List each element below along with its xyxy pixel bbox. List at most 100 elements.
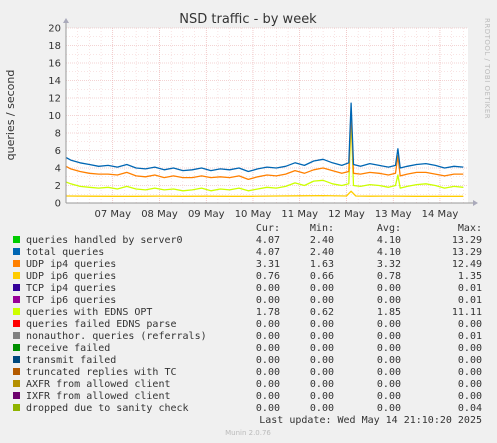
legend-value-cur: 0.00 xyxy=(256,295,280,306)
legend-value-cur: 0.00 xyxy=(256,367,280,378)
legend-value-max: 0.00 xyxy=(458,367,482,378)
legend-value-min: 0.00 xyxy=(310,367,334,378)
legend-swatch xyxy=(13,320,20,327)
y-tick-label: 12 xyxy=(48,94,61,105)
legend-label: UDP ip6 queries xyxy=(26,271,116,282)
legend-value-cur: 0.00 xyxy=(256,403,280,414)
x-tick-label: 09 May xyxy=(188,209,225,220)
legend-value-cur: 0.00 xyxy=(256,391,280,402)
legend-value-cur: 1.78 xyxy=(256,307,280,318)
legend-swatch xyxy=(13,248,20,255)
legend-value-min: 0.00 xyxy=(310,331,334,342)
legend-label: transmit failed xyxy=(26,355,116,366)
legend-value-max: 13.29 xyxy=(452,235,482,246)
legend-swatch xyxy=(13,272,20,279)
legend-value-avg: 0.00 xyxy=(377,283,401,294)
legend-value-cur: 4.07 xyxy=(256,247,280,258)
legend-value-avg: 0.00 xyxy=(377,295,401,306)
legend-swatch xyxy=(13,284,20,291)
legend-label: queries handled by server0 xyxy=(26,235,183,246)
legend-label: queries with EDNS OPT xyxy=(26,307,152,318)
y-tick-label: 16 xyxy=(48,59,61,70)
grid xyxy=(66,27,468,203)
legend-value-cur: 4.07 xyxy=(256,235,280,246)
legend-value-cur: 3.31 xyxy=(256,259,280,270)
y-tick-label: 4 xyxy=(55,164,61,175)
legend-swatch xyxy=(13,344,20,351)
legend-label: queries failed EDNS parse xyxy=(26,319,177,330)
legend-header-max: Max: xyxy=(458,223,482,234)
rrdtool-watermark: RRDTOOL / TOBI OETIKER xyxy=(483,18,491,119)
legend-swatch xyxy=(13,296,20,303)
y-tick-label: 0 xyxy=(55,199,61,210)
legend-header-min: Min: xyxy=(310,223,334,234)
legend-value-max: 0.00 xyxy=(458,319,482,330)
legend-value-cur: 0.00 xyxy=(256,343,280,354)
y-tick-label: 18 xyxy=(48,41,61,52)
legend-value-avg: 1.85 xyxy=(377,307,401,318)
legend-value-avg: 0.78 xyxy=(377,271,401,282)
legend-value-avg: 4.10 xyxy=(377,247,401,258)
legend-value-max: 0.00 xyxy=(458,391,482,402)
legend-value-min: 0.66 xyxy=(310,271,334,282)
axes: 0 2 4 6 8 10 12 14 16 18 20 07 May 08 May 09 May 10 Ma… xyxy=(48,18,478,220)
legend-header-avg: Avg: xyxy=(377,223,401,234)
munin-version: Munin 2.0.76 xyxy=(225,429,271,437)
y-axis-arrow-icon xyxy=(63,18,69,23)
legend-label: dropped due to sanity check xyxy=(26,403,189,414)
y-tick-label: 10 xyxy=(48,111,61,122)
y-tick-label: 8 xyxy=(55,129,61,140)
x-tick-label: 12 May xyxy=(328,209,365,220)
legend-value-max: 0.04 xyxy=(458,403,482,414)
legend-value-cur: 0.00 xyxy=(256,283,280,294)
y-tick-label: 20 xyxy=(48,24,61,35)
x-tick-label: 07 May xyxy=(94,209,131,220)
legend-value-cur: 0.00 xyxy=(256,331,280,342)
legend-value-max: 0.01 xyxy=(458,295,482,306)
legend-label: IXFR from allowed client xyxy=(26,391,171,402)
legend-value-avg: 0.00 xyxy=(377,379,401,390)
legend-label: nonauthor. queries (referrals) xyxy=(26,331,207,342)
y-tick-label: 14 xyxy=(48,76,61,87)
legend-label: AXFR from allowed client xyxy=(26,379,171,390)
legend-value-cur: 0.00 xyxy=(256,355,280,366)
legend-swatch xyxy=(13,404,20,411)
series-line-udp-ip6-queries xyxy=(65,190,464,197)
chart-title: NSD traffic - by week xyxy=(179,12,317,27)
y-tick-label: 2 xyxy=(55,181,61,192)
legend-label: truncated replies with TC xyxy=(26,367,177,378)
legend-value-max: 0.01 xyxy=(458,331,482,342)
legend-swatch xyxy=(13,392,20,399)
legend-label: TCP ip6 queries xyxy=(26,295,116,306)
series-group xyxy=(65,102,464,197)
series-line-total-queries xyxy=(65,102,464,173)
last-update: Last update: Wed May 14 21:10:20 2025 xyxy=(259,415,482,426)
x-tick-label: 08 May xyxy=(141,209,178,220)
legend-swatch xyxy=(13,308,20,315)
legend-value-avg: 0.00 xyxy=(377,355,401,366)
legend-value-min: 0.00 xyxy=(310,403,334,414)
y-axis-label: queries / second xyxy=(4,70,17,161)
legend-value-avg: 0.00 xyxy=(377,391,401,402)
legend-value-avg: 0.00 xyxy=(377,403,401,414)
x-tick-label: 11 May xyxy=(281,209,318,220)
legend-value-cur: 0.00 xyxy=(256,379,280,390)
legend-value-min: 1.63 xyxy=(310,259,334,270)
legend-value-avg: 0.00 xyxy=(377,331,401,342)
legend-value-min: 2.40 xyxy=(310,235,334,246)
legend-value-min: 0.00 xyxy=(310,319,334,330)
legend-value-cur: 0.76 xyxy=(256,271,280,282)
y-tick-label: 6 xyxy=(55,146,61,157)
legend-value-avg: 0.00 xyxy=(377,367,401,378)
legend-value-min: 0.00 xyxy=(310,355,334,366)
x-tick-label: 13 May xyxy=(375,209,412,220)
legend-label: receive failed xyxy=(26,343,110,354)
series-line-udp-ip4-queries xyxy=(65,110,464,181)
legend-label: UDP ip4 queries xyxy=(26,259,116,270)
legend-swatch xyxy=(13,332,20,339)
x-tick-label: 10 May xyxy=(235,209,272,220)
x-axis-arrow-icon xyxy=(473,200,478,206)
legend-value-max: 11.11 xyxy=(452,307,482,318)
legend-value-min: 0.00 xyxy=(310,295,334,306)
